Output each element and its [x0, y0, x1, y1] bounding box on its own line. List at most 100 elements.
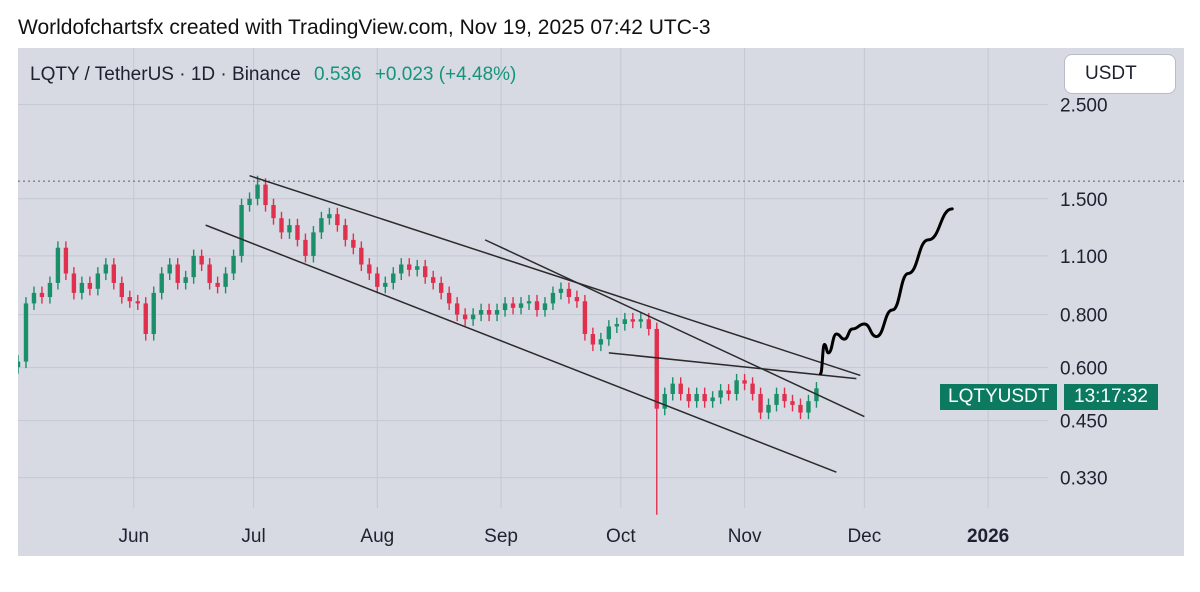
candle-body [151, 292, 156, 334]
candle-body [534, 301, 540, 311]
symbol-info: LQTY / TetherUS · 1D · Binance 0.536 +0.… [30, 64, 516, 86]
y-tick-label: 1.100 [1060, 247, 1108, 268]
ticker-price-tag: LQTYUSDT [940, 384, 1058, 410]
candle-body [798, 404, 803, 413]
chart-attribution: Worldofchartsfx created with TradingView… [18, 16, 711, 39]
y-tick-label: 0.800 [1060, 306, 1108, 327]
candle-body [494, 310, 500, 315]
candle-body [782, 393, 787, 402]
candle-body [598, 339, 604, 345]
candle-body [518, 303, 524, 308]
candle-body [470, 314, 476, 320]
candle-countdown-tag: 13:17:32 [1064, 384, 1158, 410]
candle-body [263, 184, 268, 206]
trendline[interactable] [249, 174, 861, 377]
x-tick-label: Jul [241, 526, 265, 547]
candle-body [574, 297, 580, 302]
candle-body [271, 205, 276, 219]
symbol-name: LQTY / TetherUS · 1D · Binance [30, 64, 301, 85]
candle-body [478, 310, 484, 315]
candle-body [710, 397, 715, 402]
candle-body [87, 282, 93, 289]
candle-body [319, 218, 324, 233]
candle-body [167, 264, 172, 274]
candle-body [119, 282, 124, 298]
candle-body [638, 319, 643, 322]
candle-body [303, 239, 308, 256]
candle-body [343, 225, 348, 240]
y-tick-label: 0.600 [1060, 359, 1108, 380]
candle-body [375, 273, 380, 287]
trendline[interactable] [484, 239, 865, 418]
trendlines[interactable] [205, 174, 865, 473]
candle-body [622, 319, 628, 325]
candle-body [742, 380, 747, 384]
candle-body [614, 324, 620, 327]
candle-body [18, 361, 21, 368]
candle-body [279, 218, 284, 233]
projection-path[interactable] [818, 207, 954, 376]
candle-body [502, 303, 508, 311]
candle-body [351, 239, 356, 248]
projected-path[interactable] [818, 207, 954, 376]
candle-body [438, 282, 444, 293]
candle-body [510, 303, 516, 308]
candle-body [63, 247, 69, 274]
candle-body [183, 277, 188, 283]
candle-body [726, 390, 731, 394]
candle-body [327, 214, 332, 219]
last-price: 0.536 [313, 64, 362, 85]
trendline[interactable] [205, 224, 837, 473]
x-tick-label: Jun [118, 526, 149, 547]
candle-body [430, 277, 436, 283]
candle-body [654, 328, 659, 409]
y-tick-label: 0.330 [1060, 469, 1108, 490]
x-tick-label: Sep [484, 526, 518, 547]
candle-body [231, 255, 236, 274]
candle-body [734, 380, 739, 394]
candle-body [702, 393, 707, 402]
y-axis[interactable]: 2.500 1.500 1.100 0.800 0.600 0.450 0.330 [1060, 96, 1108, 490]
currency-button[interactable]: USDT [1064, 54, 1176, 94]
candle-body [407, 264, 412, 270]
candle-body [47, 282, 53, 298]
candle-body [630, 319, 636, 322]
candle-body [191, 255, 196, 278]
x-tick-label: Oct [606, 526, 636, 547]
candle-body [135, 301, 140, 304]
x-tick-label: 2026 [967, 526, 1009, 547]
grid-layer [18, 48, 1048, 508]
candle-body [758, 393, 763, 413]
x-tick-label: Nov [728, 526, 762, 547]
candle-body [55, 247, 61, 283]
candle-body [646, 319, 651, 329]
chart-area[interactable]: 2.500 1.500 1.100 0.800 0.600 0.450 0.330 Jun J… [18, 48, 1184, 556]
candle-body [566, 288, 572, 298]
candle-body [454, 303, 460, 315]
candle-body [423, 266, 428, 278]
candle-body [670, 383, 675, 394]
candle-body [678, 383, 683, 394]
x-axis[interactable]: Jun Jul Aug Sep Oct Nov Dec 2026 [118, 526, 1009, 547]
candle-body [383, 282, 388, 287]
candle-body [111, 264, 117, 283]
candle-body [295, 225, 300, 240]
candle-body [159, 273, 164, 293]
candle-body [247, 198, 252, 206]
candle-body [686, 393, 691, 402]
candle-body [359, 247, 364, 265]
candle-body [558, 288, 564, 293]
candle-body [31, 292, 37, 304]
y-tick-label: 0.450 [1060, 412, 1108, 433]
candle-body [239, 205, 244, 256]
candle-body [255, 184, 260, 199]
candle-body [446, 292, 452, 304]
candle-body [590, 333, 596, 345]
candle-body [694, 393, 699, 402]
trendline[interactable] [608, 352, 857, 380]
candle-body [415, 266, 420, 270]
candle-body [750, 383, 755, 394]
x-tick-label: Dec [847, 526, 881, 547]
candle-body [542, 303, 548, 311]
